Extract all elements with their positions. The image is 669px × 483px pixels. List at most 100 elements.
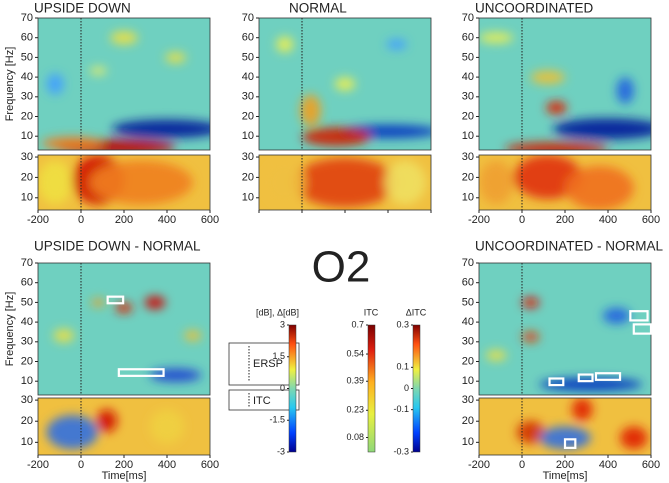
x-tick-label: -200 <box>27 459 49 471</box>
colorbar-tick-label: 0.1 <box>396 362 409 372</box>
heat-blob <box>38 160 73 205</box>
heat-blob <box>546 101 567 115</box>
heat-blob <box>485 350 507 361</box>
heatmap <box>479 18 651 150</box>
y-tick-label: 70 <box>462 257 474 269</box>
y-tick-label: 60 <box>462 277 474 289</box>
y-tick-label: 10 <box>21 192 33 204</box>
heat-blob <box>616 77 634 104</box>
x-tick-label: -200 <box>468 459 490 471</box>
y-tick-label: 50 <box>462 296 474 308</box>
colorbar-tick-label: 0.23 <box>346 405 364 415</box>
heat-blobs <box>38 155 193 205</box>
x-tick-label: 0 <box>78 214 84 226</box>
significance-box <box>629 310 649 322</box>
colorbar-tick-label: -0.3 <box>393 446 409 456</box>
y-tick-label: 10 <box>242 130 254 142</box>
heatmap <box>479 155 651 210</box>
colorbar-tick-label: 0.39 <box>346 376 364 386</box>
heat-blob <box>334 77 356 91</box>
legend-ersp: ERSP <box>253 358 283 370</box>
x-tick-label: 0 <box>519 459 525 471</box>
heat-blob <box>539 426 591 450</box>
y-tick-label: 20 <box>462 415 474 427</box>
y-tick-label: 30 <box>462 151 474 163</box>
y-tick-label: 40 <box>242 71 254 83</box>
heat-blob <box>522 297 540 308</box>
y-tick-label: 50 <box>462 51 474 63</box>
x-tick-label: 400 <box>158 459 176 471</box>
y-tick-label: 40 <box>462 71 474 83</box>
legend-itc-box <box>228 389 300 411</box>
y-tick-label: 20 <box>462 355 474 367</box>
colorbar-tick-label: 1.5 <box>272 351 285 361</box>
panel-title: UNCOORDINATED - NORMAL <box>475 239 663 254</box>
y-axis-label: Frequency [Hz] <box>4 292 16 367</box>
x-axis-label: Time[ms] <box>543 470 588 482</box>
heat-blob <box>539 377 643 392</box>
heat-blob <box>89 160 193 205</box>
x-tick-label: 600 <box>201 214 219 226</box>
x-tick-label: 600 <box>642 459 660 471</box>
y-tick-label: 30 <box>21 151 33 163</box>
x-tick-label: 200 <box>115 459 133 471</box>
y-tick-label: 70 <box>21 257 33 269</box>
frame <box>37 17 211 151</box>
heat-blob <box>110 31 138 45</box>
y-tick-label: 10 <box>21 375 33 387</box>
heat-blob <box>111 119 210 139</box>
y-tick-label: 10 <box>21 130 33 142</box>
heat-blob <box>302 127 371 147</box>
x-tick-label: 400 <box>599 459 617 471</box>
heat-blob <box>565 166 634 210</box>
x-tick-label: 200 <box>556 459 574 471</box>
x-tick-label: 600 <box>642 214 660 226</box>
heat-blob <box>96 409 118 433</box>
y-tick-label: 40 <box>21 71 33 83</box>
colorbar-tick-label: -3 <box>277 446 285 456</box>
heat-blob <box>91 298 106 307</box>
significance-box <box>632 323 653 335</box>
heat-blob <box>89 66 107 75</box>
heat-bg <box>479 263 651 395</box>
heat-blob <box>46 73 64 95</box>
y-tick-label: 20 <box>21 171 33 183</box>
y-tick-label: 30 <box>21 336 33 348</box>
heat-blob <box>552 118 651 140</box>
y-tick-label: 10 <box>462 436 474 448</box>
heatmap <box>38 18 210 150</box>
y-tick-label: 20 <box>462 110 474 122</box>
x-tick-label: 0 <box>519 214 525 226</box>
frame <box>37 262 211 396</box>
y-axis-label: Frequency [Hz] <box>4 47 16 122</box>
y-tick-label: 50 <box>21 296 33 308</box>
y-tick-label: 60 <box>462 32 474 44</box>
y-tick-label: 20 <box>21 415 33 427</box>
heatmap <box>479 398 651 455</box>
heat-blobs <box>485 297 643 392</box>
heat-blob <box>46 415 99 450</box>
heat-blob <box>571 398 593 421</box>
heat-blobs <box>516 398 648 450</box>
heat-blobs <box>276 36 431 147</box>
colorbar-label: ΔITC <box>406 307 427 317</box>
y-tick-label: 20 <box>242 110 254 122</box>
y-tick-label: 30 <box>21 91 33 103</box>
heat-blob <box>504 142 608 150</box>
x-axis-label: Time[ms] <box>102 470 147 482</box>
heat-blob <box>165 52 186 63</box>
heat-blob <box>386 39 407 50</box>
colorbar-label: ITC <box>364 307 379 317</box>
panel-title: NORMAL <box>289 1 347 16</box>
heat-blob <box>602 307 631 324</box>
significance-box <box>117 368 165 377</box>
heat-blob <box>264 160 306 205</box>
significance-box <box>548 377 565 387</box>
x-tick-label: 400 <box>158 214 176 226</box>
y-tick-label: 60 <box>21 32 33 44</box>
y-tick-label: 30 <box>242 151 254 163</box>
frame <box>478 17 652 151</box>
y-tick-label: 50 <box>242 51 254 63</box>
y-tick-label: 30 <box>242 91 254 103</box>
